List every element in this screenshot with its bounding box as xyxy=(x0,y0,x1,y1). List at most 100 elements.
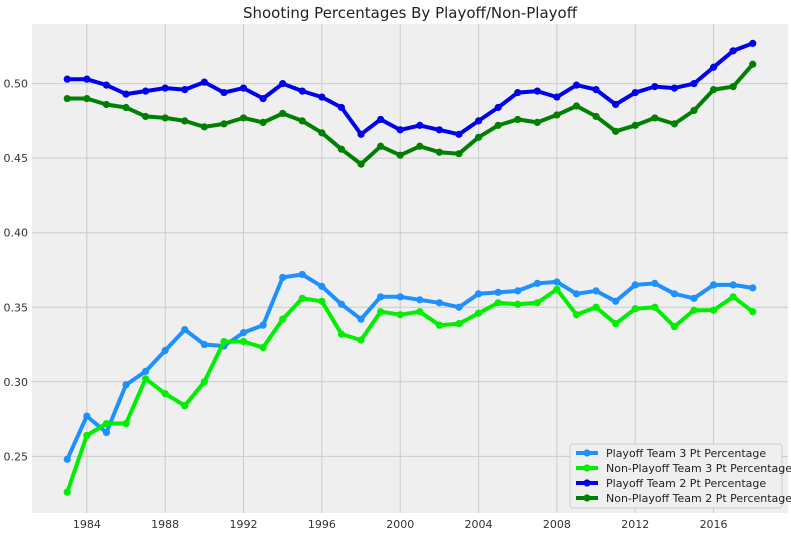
data-point xyxy=(572,102,581,110)
data-point xyxy=(63,488,71,496)
legend-swatch-marker xyxy=(583,464,591,472)
data-point xyxy=(377,115,385,124)
data-point xyxy=(749,39,757,47)
data-point xyxy=(592,112,600,121)
data-point xyxy=(592,287,600,295)
legend-box xyxy=(569,443,783,509)
series-3 xyxy=(63,39,757,138)
data-point xyxy=(416,121,424,129)
x-tick-label: 2012 xyxy=(621,518,649,531)
y-tick-label: 0.30 xyxy=(4,376,29,389)
data-point xyxy=(396,151,404,159)
data-point xyxy=(533,279,541,288)
data-point xyxy=(474,133,483,141)
data-point xyxy=(533,299,541,307)
data-point xyxy=(416,142,424,150)
legend: Playoff Team 3 Pt Percentage Non-Playoff … xyxy=(569,443,791,509)
data-point xyxy=(141,112,150,121)
data-point xyxy=(592,85,600,94)
data-point xyxy=(690,106,698,115)
data-point xyxy=(514,300,522,308)
data-point xyxy=(161,346,169,355)
data-point xyxy=(377,293,385,301)
data-point xyxy=(709,63,718,71)
data-point xyxy=(122,103,130,112)
data-point xyxy=(63,455,71,463)
data-point xyxy=(102,81,111,89)
data-point xyxy=(670,323,679,331)
data-point xyxy=(279,80,287,88)
data-point xyxy=(279,109,287,118)
y-tick-label: 0.45 xyxy=(4,152,29,165)
x-tick-label: 1996 xyxy=(308,518,336,531)
data-point xyxy=(651,279,659,288)
data-point xyxy=(631,121,639,129)
legend-swatch-marker xyxy=(583,479,591,487)
data-point xyxy=(553,93,561,101)
data-point xyxy=(63,94,71,103)
chart-title: Shooting Percentages By Playoff/Non-Play… xyxy=(243,4,578,22)
data-point xyxy=(259,321,267,329)
data-point xyxy=(749,284,757,292)
data-point xyxy=(572,311,581,319)
data-point xyxy=(709,281,718,289)
data-point xyxy=(357,130,365,138)
data-point xyxy=(200,123,208,131)
data-point xyxy=(533,118,541,126)
data-point xyxy=(259,94,267,103)
data-point xyxy=(455,320,463,328)
data-point xyxy=(396,311,404,319)
data-point xyxy=(514,115,522,124)
data-point xyxy=(377,142,385,150)
data-point xyxy=(279,273,287,282)
data-point xyxy=(396,293,404,301)
x-tick-label: 2004 xyxy=(465,518,493,531)
data-point xyxy=(220,120,228,128)
data-point xyxy=(729,83,737,91)
data-point xyxy=(377,308,385,316)
x-tick-label: 1984 xyxy=(73,518,101,531)
series-group xyxy=(63,39,757,496)
data-point xyxy=(357,336,365,344)
data-point xyxy=(416,296,424,304)
data-point xyxy=(279,315,287,323)
data-point xyxy=(259,118,267,126)
y-tick-label: 0.50 xyxy=(4,78,29,91)
legend-swatch-marker xyxy=(583,449,591,457)
data-point xyxy=(220,88,228,97)
x-tick-label: 2016 xyxy=(700,518,728,531)
data-point xyxy=(749,60,757,68)
data-point xyxy=(749,308,757,316)
x-tick-label: 2000 xyxy=(386,518,414,531)
data-point xyxy=(553,285,561,293)
data-point xyxy=(670,84,679,92)
data-point xyxy=(161,114,169,122)
y-tick-label: 0.40 xyxy=(4,227,29,240)
data-point xyxy=(200,78,208,86)
data-point xyxy=(83,431,91,440)
series-1 xyxy=(63,270,757,463)
plot-background xyxy=(32,24,788,513)
data-point xyxy=(435,126,443,134)
data-point xyxy=(651,114,659,122)
y-tick-label: 0.35 xyxy=(4,301,29,314)
legend-label: Non-Playoff Team 2 Pt Percentage xyxy=(606,492,791,505)
data-point xyxy=(181,402,189,410)
data-point xyxy=(122,419,130,428)
series-2 xyxy=(63,285,757,496)
data-point xyxy=(514,287,522,295)
data-point xyxy=(298,117,306,125)
data-point xyxy=(181,326,189,334)
x-tick-label: 1992 xyxy=(230,518,258,531)
data-point xyxy=(631,281,639,289)
data-point xyxy=(690,80,698,88)
data-point xyxy=(141,367,150,375)
data-point xyxy=(141,87,150,95)
data-point xyxy=(474,309,483,317)
data-point xyxy=(690,294,698,302)
data-point xyxy=(435,148,443,156)
data-point xyxy=(83,75,91,83)
legend-label: Playoff Team 3 Pt Percentage xyxy=(606,447,766,460)
legend-label: Playoff Team 2 Pt Percentage xyxy=(606,477,766,490)
data-point xyxy=(102,419,111,428)
